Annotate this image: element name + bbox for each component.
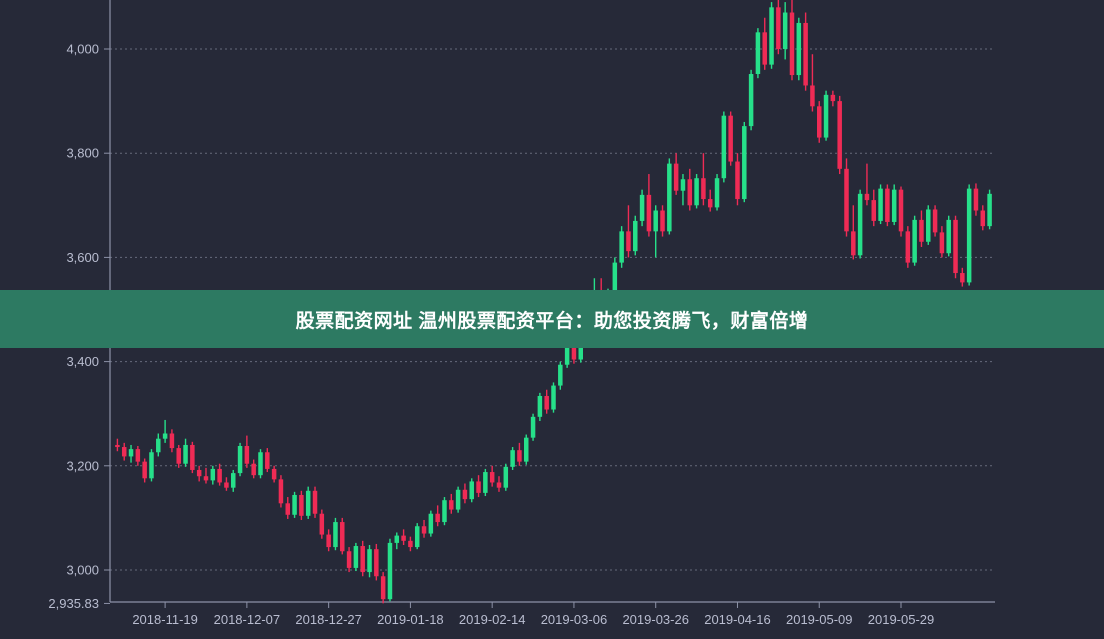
svg-text:2019-03-26: 2019-03-26 [622,612,689,627]
promo-banner[interactable]: 股票配资网址 温州股票配资平台：助您投资腾飞，财富倍增 [0,290,1104,348]
svg-text:2019-05-09: 2019-05-09 [786,612,853,627]
svg-text:3,000: 3,000 [66,563,99,578]
svg-text:2018-12-27: 2018-12-27 [295,612,362,627]
axis-lines [104,0,995,608]
x-axis-tick-labels: 2018-11-19 2018-12-07 2018-12-27 2019-01-18… [132,612,934,627]
svg-text:3,200: 3,200 [66,458,99,473]
svg-text:4,000: 4,000 [66,42,99,57]
svg-text:2019-01-18: 2019-01-18 [377,612,444,627]
svg-text:3,600: 3,600 [66,250,99,265]
svg-text:2018-12-07: 2018-12-07 [214,612,281,627]
promo-banner-text: 股票配资网址 温州股票配资平台：助您投资腾飞，财富倍增 [295,310,809,332]
y-axis-tick-labels: 4,000 3,800 3,600 3,400 3,200 3,000 2,935.83 [48,42,99,611]
svg-text:2019-05-29: 2019-05-29 [868,612,935,627]
svg-text:3,800: 3,800 [66,146,99,161]
svg-text:2019-04-16: 2019-04-16 [704,612,771,627]
svg-text:2018-11-19: 2018-11-19 [132,612,198,627]
svg-text:3,400: 3,400 [66,354,99,369]
candlestick-series [115,0,992,604]
svg-text:2,935.83: 2,935.83 [48,596,99,611]
svg-text:2019-03-06: 2019-03-06 [541,612,608,627]
svg-text:2019-02-14: 2019-02-14 [459,612,526,627]
